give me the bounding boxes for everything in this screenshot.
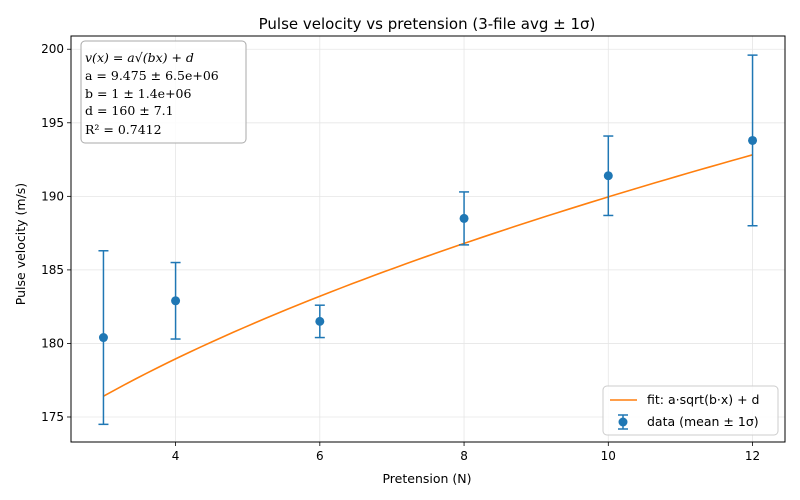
x-ticks: 4 6 8 10 12 bbox=[172, 442, 760, 463]
y-tick-label: 195 bbox=[41, 116, 64, 130]
fit-annotation: v(x) = a√(bx) + d a = 9.475 ± 6.5e+06 b … bbox=[80, 40, 247, 144]
y-tick-label: 190 bbox=[41, 189, 64, 203]
annotation-line-a: a = 9.475 ± 6.5e+06 bbox=[85, 68, 219, 83]
annotation-box bbox=[80, 40, 247, 144]
legend-box bbox=[602, 385, 779, 436]
legend-data-swatch bbox=[618, 414, 628, 430]
x-axis-label: Pretension (N) bbox=[382, 471, 471, 486]
annotation-line-r2: R² = 0.7412 bbox=[85, 122, 162, 137]
y-axis-label: Pulse velocity (m/s) bbox=[13, 183, 28, 305]
data-point bbox=[315, 316, 325, 326]
data-point bbox=[459, 213, 469, 223]
x-tick-label: 8 bbox=[460, 449, 468, 463]
chart-title: Pulse velocity vs pretension (3-file avg… bbox=[259, 15, 596, 33]
y-tick-label: 180 bbox=[41, 336, 64, 350]
x-tick-label: 12 bbox=[745, 449, 760, 463]
data-point bbox=[98, 333, 108, 343]
plot-frame bbox=[70, 35, 786, 443]
legend-data-label: data (mean ± 1σ) bbox=[647, 414, 759, 429]
data-points-group bbox=[98, 54, 758, 426]
annotation-line-d: d = 160 ± 7.1 bbox=[85, 103, 174, 118]
fit-curve-group bbox=[103, 154, 753, 397]
data-point bbox=[603, 171, 613, 181]
x-tick-label: 6 bbox=[316, 449, 324, 463]
y-tick-label: 175 bbox=[41, 410, 64, 424]
y-tick-label: 200 bbox=[41, 42, 64, 56]
y-tick-label: 185 bbox=[41, 263, 64, 277]
annotation-line-equation: v(x) = a√(bx) + d bbox=[85, 50, 194, 65]
x-tick-label: 4 bbox=[172, 449, 180, 463]
legend: fit: a·sqrt(b·x) + d data (mean ± 1σ) bbox=[602, 385, 779, 436]
data-point bbox=[748, 135, 758, 145]
y-ticks: 175 180 185 190 195 200 bbox=[41, 42, 71, 424]
legend-fit-label: fit: a·sqrt(b·x) + d bbox=[647, 392, 760, 407]
annotation-line-b: b = 1 ± 1.4e+06 bbox=[85, 86, 191, 101]
fit-curve bbox=[103, 154, 753, 397]
data-point bbox=[171, 296, 181, 306]
x-tick-label: 10 bbox=[601, 449, 616, 463]
